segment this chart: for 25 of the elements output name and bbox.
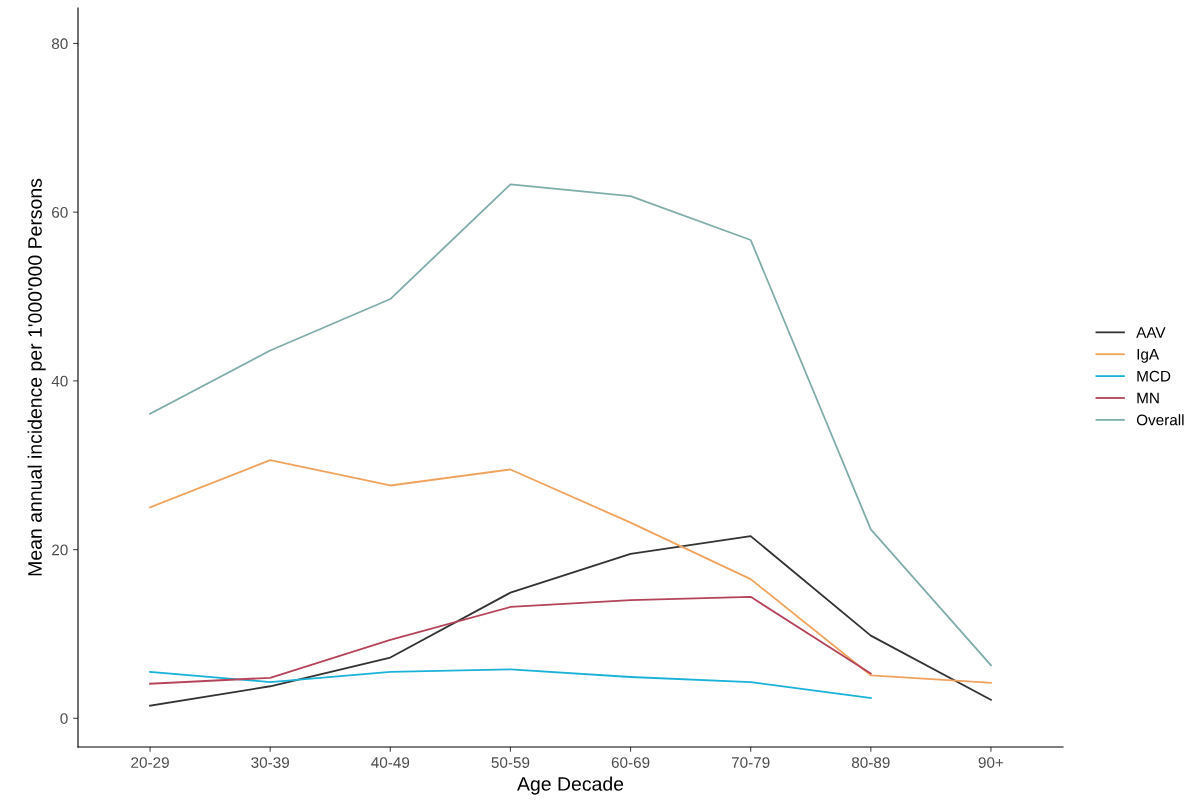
legend-label: MCD	[1137, 370, 1171, 382]
x-tick-label: 50-59	[491, 757, 530, 768]
x-axis-title: Age Decade	[517, 776, 624, 795]
x-tick-label: 70-79	[731, 757, 770, 768]
y-tick-label: 60	[52, 207, 68, 218]
x-tick-label: 60-69	[611, 757, 650, 768]
line-series	[149, 183, 992, 667]
line-series	[149, 595, 872, 685]
legend-label: Overall	[1136, 414, 1184, 426]
y-tick-label: 20	[52, 544, 68, 556]
x-tick-label: 40-49	[371, 757, 410, 768]
x-tick-label: 90+	[978, 757, 1004, 768]
line-series	[149, 668, 872, 699]
legend-label: MN	[1137, 392, 1159, 404]
legend-label: AAV	[1136, 327, 1166, 338]
y-tick-label: 40	[51, 375, 68, 387]
y-tick-label: 80	[51, 38, 68, 50]
x-tick-label: 80-89	[851, 757, 890, 768]
line-series	[149, 459, 992, 684]
y-tick-label: 0	[60, 713, 68, 724]
x-tick-label: 20-29	[131, 757, 169, 768]
legend-label: IgA	[1137, 349, 1160, 363]
y-axis-title: Mean annual incidence per 1'000'000 Persons	[27, 178, 46, 576]
x-tick-label: 30-39	[251, 757, 290, 768]
line-series	[149, 535, 992, 707]
